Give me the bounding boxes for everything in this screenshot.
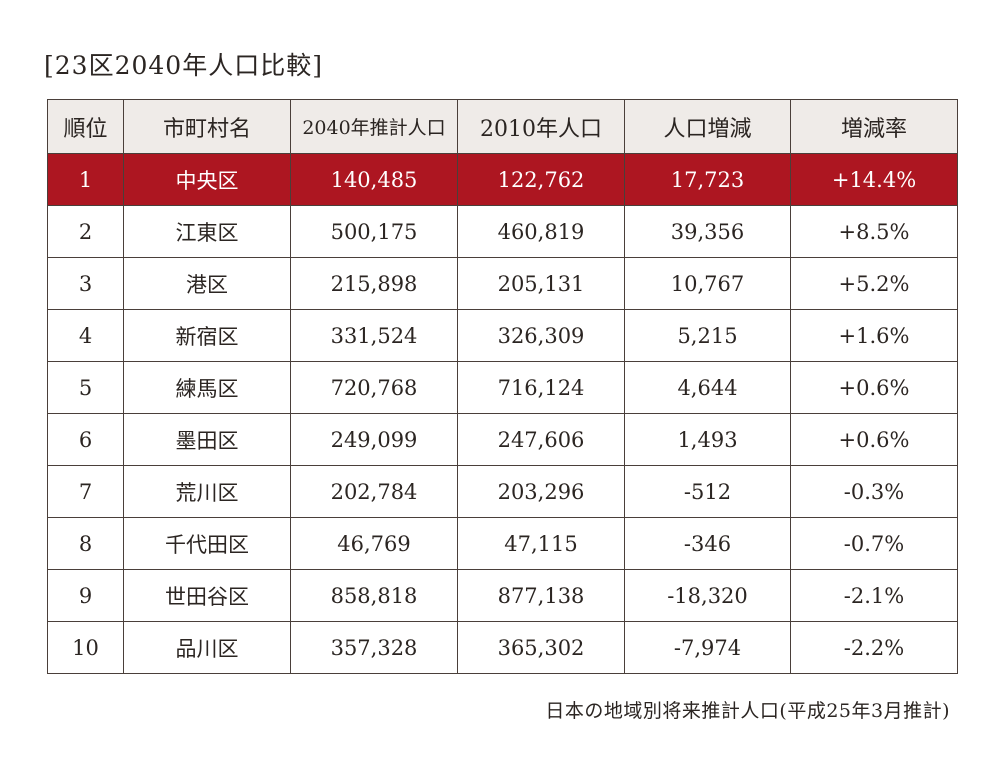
population-2010-cell: 365,302 <box>457 621 625 674</box>
population-2040-cell: 357,328 <box>290 621 458 674</box>
rate-cell: +0.6% <box>790 361 958 414</box>
change-cell: 17,723 <box>624 153 791 206</box>
rate-cell: +0.6% <box>790 413 958 466</box>
rate-cell: +8.5% <box>790 205 958 258</box>
rate-cell: -2.2% <box>790 621 958 674</box>
population-2040-cell: 720,768 <box>290 361 458 414</box>
population-2010-cell: 122,762 <box>457 153 625 206</box>
rank-cell: 6 <box>47 413 124 466</box>
table-row: 6 墨田区 249,099 247,606 1,493 +0.6% <box>47 413 958 466</box>
population-2040-cell: 140,485 <box>290 153 458 206</box>
table-row: 9 世田谷区 858,818 877,138 -18,320 -2.1% <box>47 569 958 622</box>
population-2010-cell: 877,138 <box>457 569 625 622</box>
municipality-cell: 練馬区 <box>123 361 291 414</box>
population-2040-cell: 858,818 <box>290 569 458 622</box>
rank-cell: 5 <box>47 361 124 414</box>
change-cell: 39,356 <box>624 205 791 258</box>
population-2040-cell: 215,898 <box>290 257 458 310</box>
rate-cell: -0.3% <box>790 465 958 518</box>
population-2040-cell: 46,769 <box>290 517 458 570</box>
rate-cell: +5.2% <box>790 257 958 310</box>
change-cell: 4,644 <box>624 361 791 414</box>
municipality-cell: 新宿区 <box>123 309 291 362</box>
rank-cell: 9 <box>47 569 124 622</box>
rank-cell: 10 <box>47 621 124 674</box>
population-2040-cell: 202,784 <box>290 465 458 518</box>
page-title: [23区2040年人口比較] <box>44 51 323 80</box>
municipality-cell: 千代田区 <box>123 517 291 570</box>
change-cell: 10,767 <box>624 257 791 310</box>
header-rank: 順位 <box>47 99 124 154</box>
rank-cell: 3 <box>47 257 124 310</box>
municipality-cell: 墨田区 <box>123 413 291 466</box>
municipality-cell: 中央区 <box>123 153 291 206</box>
population-2010-cell: 326,309 <box>457 309 625 362</box>
table-row: 1 中央区 140,485 122,762 17,723 +14.4% <box>47 153 958 206</box>
municipality-cell: 江東区 <box>123 205 291 258</box>
population-2040-cell: 331,524 <box>290 309 458 362</box>
rank-cell: 7 <box>47 465 124 518</box>
rank-cell: 1 <box>47 153 124 206</box>
municipality-cell: 港区 <box>123 257 291 310</box>
change-cell: -7,974 <box>624 621 791 674</box>
header-population-change: 人口増減 <box>624 99 791 154</box>
rank-cell: 8 <box>47 517 124 570</box>
rate-cell: -0.7% <box>790 517 958 570</box>
header-2010-population: 2010年人口 <box>457 99 625 154</box>
population-2010-cell: 460,819 <box>457 205 625 258</box>
change-cell: 1,493 <box>624 413 791 466</box>
table-row: 7 荒川区 202,784 203,296 -512 -0.3% <box>47 465 958 518</box>
municipality-cell: 世田谷区 <box>123 569 291 622</box>
rate-cell: +1.6% <box>790 309 958 362</box>
header-change-rate: 増減率 <box>790 99 958 154</box>
header-municipality: 市町村名 <box>123 99 291 154</box>
population-2010-cell: 203,296 <box>457 465 625 518</box>
header-2040-population: 2040年推計人口 <box>290 99 458 154</box>
change-cell: -346 <box>624 517 791 570</box>
change-cell: 5,215 <box>624 309 791 362</box>
table-row: 2 江東区 500,175 460,819 39,356 +8.5% <box>47 205 958 258</box>
change-cell: -512 <box>624 465 791 518</box>
rank-cell: 2 <box>47 205 124 258</box>
table-row: 10 品川区 357,328 365,302 -7,974 -2.2% <box>47 621 958 674</box>
population-2010-cell: 247,606 <box>457 413 625 466</box>
source-note: 日本の地域別将来推計人口(平成25年3月推計) <box>545 700 950 722</box>
population-2040-cell: 500,175 <box>290 205 458 258</box>
table-row: 5 練馬区 720,768 716,124 4,644 +0.6% <box>47 361 958 414</box>
rate-cell: -2.1% <box>790 569 958 622</box>
population-table: 順位 市町村名 2040年推計人口 2010年人口 人口増減 増減率 1 中央区… <box>47 99 958 674</box>
table-row: 4 新宿区 331,524 326,309 5,215 +1.6% <box>47 309 958 362</box>
table-row: 8 千代田区 46,769 47,115 -346 -0.7% <box>47 517 958 570</box>
population-2010-cell: 716,124 <box>457 361 625 414</box>
rate-cell: +14.4% <box>790 153 958 206</box>
table-header-row: 順位 市町村名 2040年推計人口 2010年人口 人口増減 増減率 <box>47 99 958 154</box>
population-2010-cell: 47,115 <box>457 517 625 570</box>
population-2040-cell: 249,099 <box>290 413 458 466</box>
population-2010-cell: 205,131 <box>457 257 625 310</box>
municipality-cell: 品川区 <box>123 621 291 674</box>
rank-cell: 4 <box>47 309 124 362</box>
municipality-cell: 荒川区 <box>123 465 291 518</box>
change-cell: -18,320 <box>624 569 791 622</box>
table-row: 3 港区 215,898 205,131 10,767 +5.2% <box>47 257 958 310</box>
